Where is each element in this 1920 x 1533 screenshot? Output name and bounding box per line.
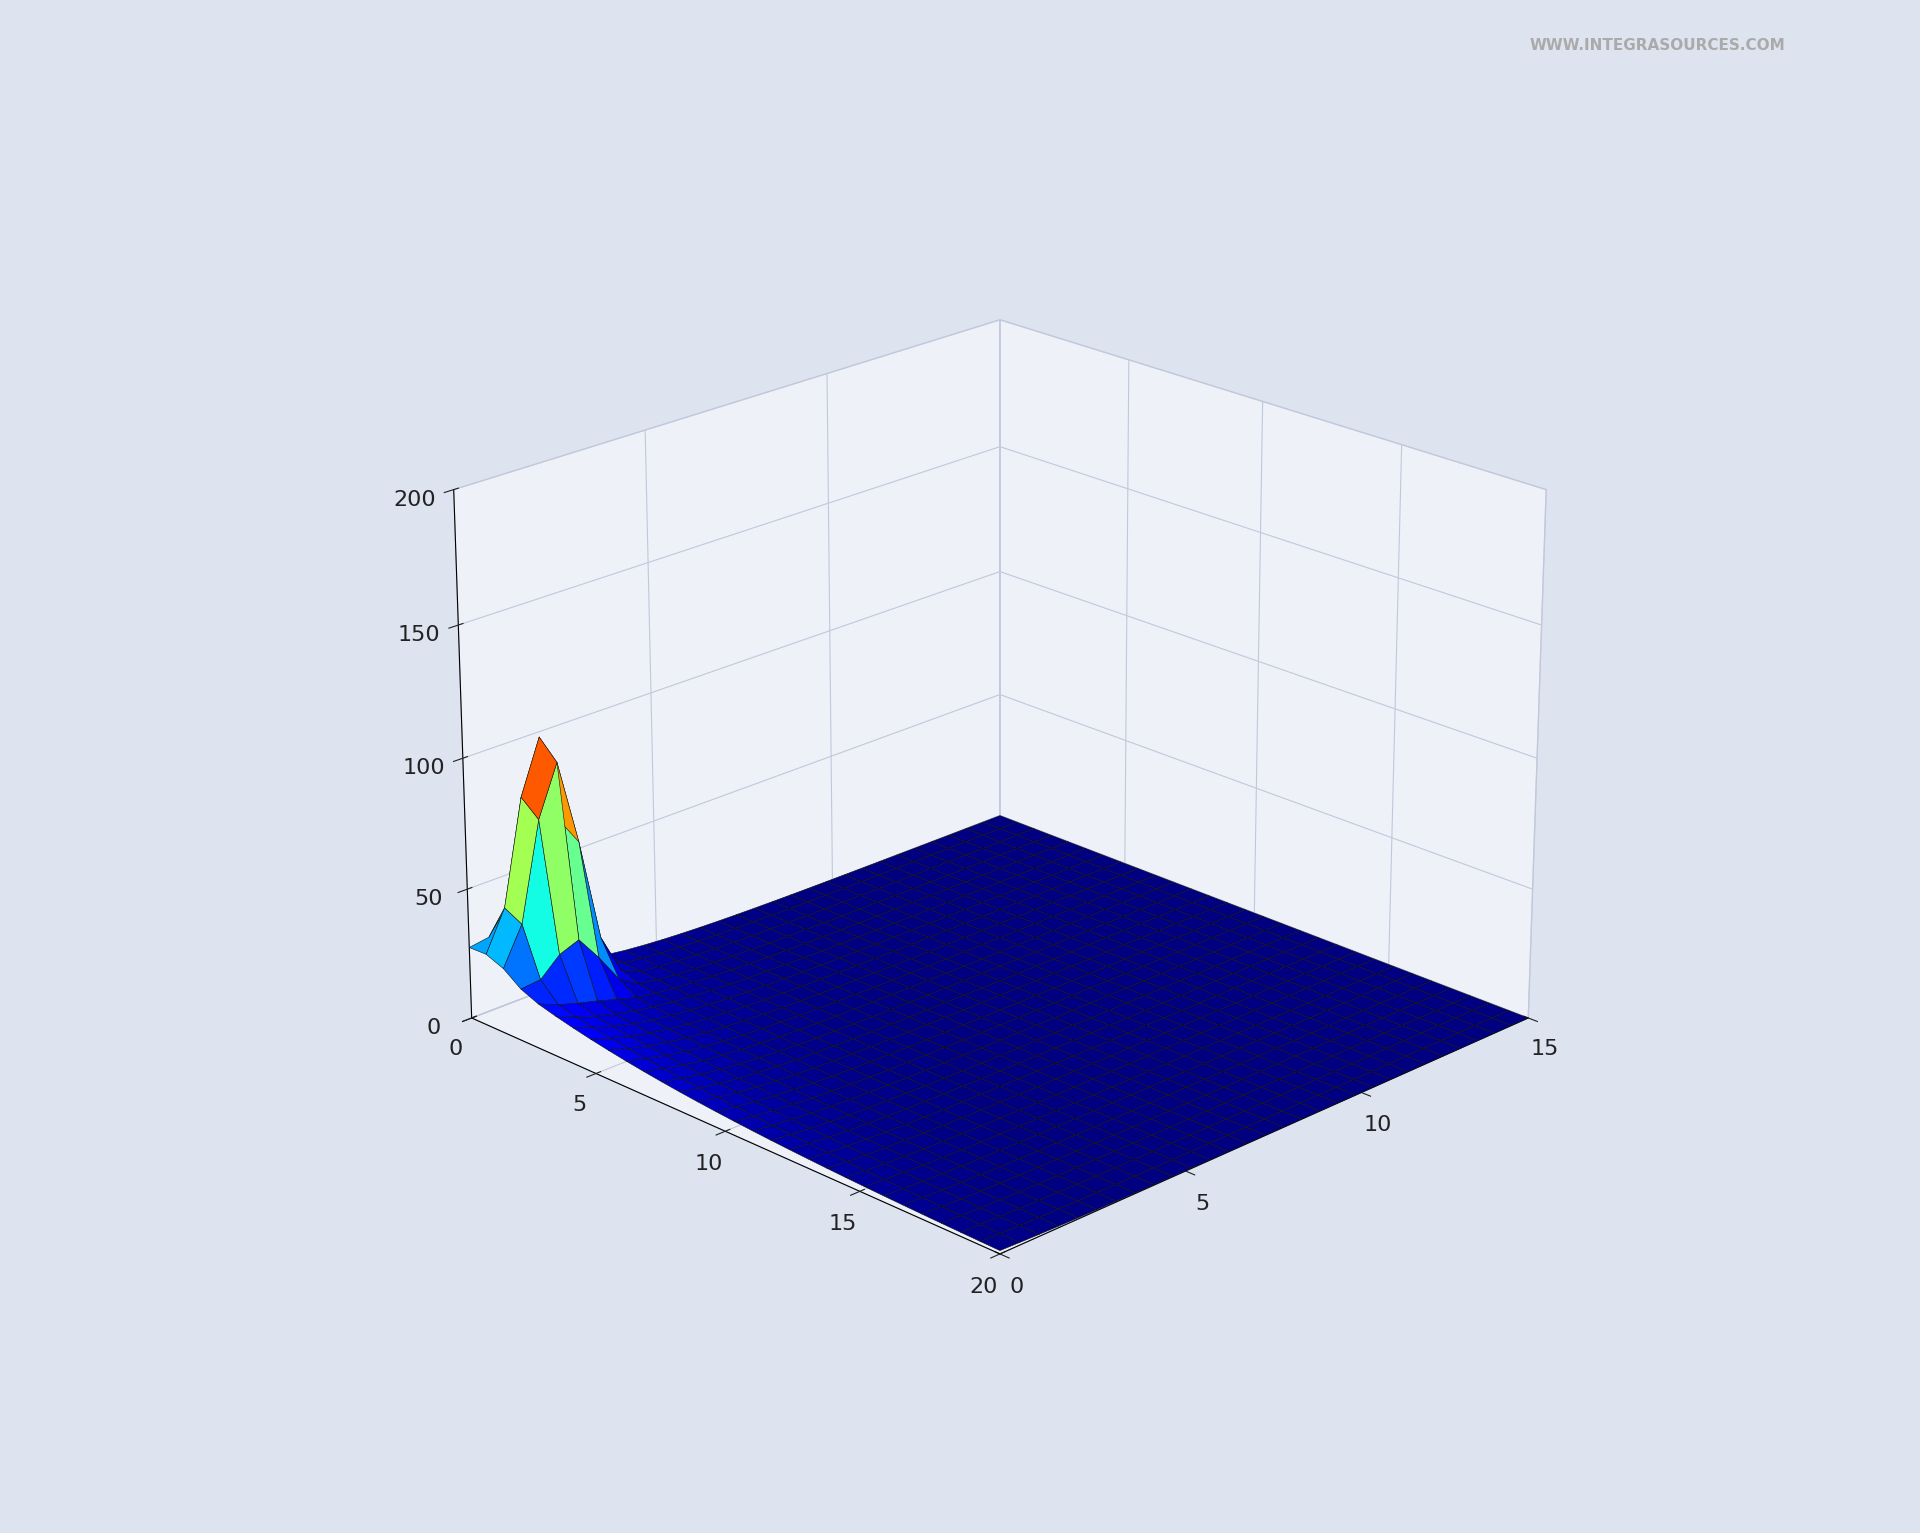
- Text: WWW.INTEGRASOURCES.COM: WWW.INTEGRASOURCES.COM: [1530, 38, 1786, 54]
